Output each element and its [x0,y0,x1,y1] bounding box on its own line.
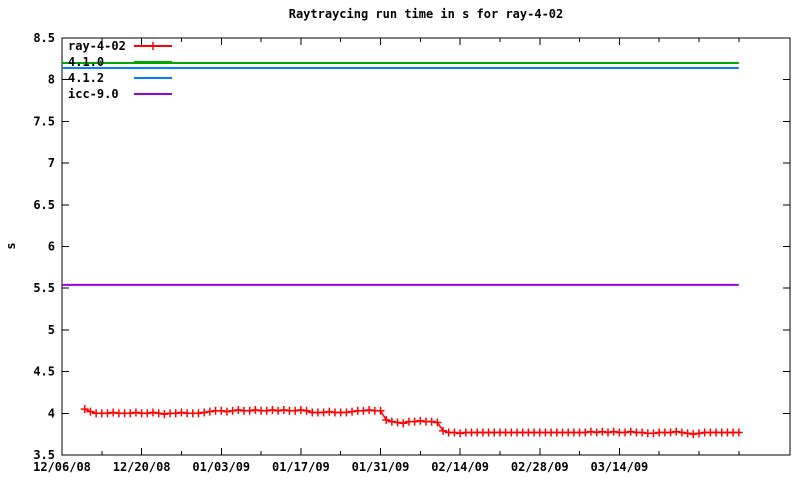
y-tick-label: 7 [48,156,55,170]
y-tick-label: 8 [48,73,55,87]
y-tick-label: 7.5 [33,114,55,128]
x-tick-label: 12/20/08 [113,460,171,474]
y-tick-label: 4.5 [33,365,55,379]
legend-label: icc-9.0 [68,87,119,101]
y-tick-label: 8.5 [33,31,55,45]
x-tick-label: 02/28/09 [511,460,569,474]
x-tick-label: 02/14/09 [431,460,489,474]
x-tick-label: 03/14/09 [590,460,648,474]
plot-border [61,37,791,456]
legend-label: ray-4-02 [68,39,126,53]
chart-title: Raytraycing run time in s for ray-4-02 [288,7,564,21]
y-tick-label: 4 [48,406,55,420]
legend-label: 4.1.0 [68,55,104,69]
y-tick-label: 6.5 [33,198,55,212]
legend-label: 4.1.2 [68,71,104,85]
y-tick-label: 5.5 [33,281,55,295]
x-tick-label: 01/03/09 [192,460,250,474]
y-tick-label: 3.5 [33,448,55,462]
x-tick-label: 12/06/08 [33,460,91,474]
y-tick-label: 5 [48,323,55,337]
y-tick-label: 6 [48,240,55,254]
x-tick-label: 01/31/09 [352,460,410,474]
x-tick-label: 01/17/09 [272,460,330,474]
